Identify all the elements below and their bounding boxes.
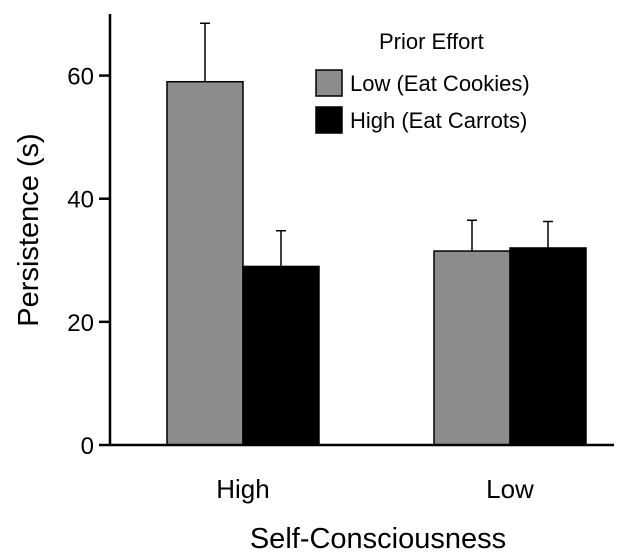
legend-label: High (Eat Carrots) [350, 108, 527, 133]
y-tick-label: 40 [67, 187, 94, 214]
legend-swatch [315, 69, 343, 97]
x-category-label: High [216, 474, 269, 504]
bar [166, 80, 244, 446]
x-category-label: Low [486, 474, 534, 504]
y-tick-label: 60 [67, 64, 94, 91]
x-category-labels: High Low [216, 474, 534, 504]
chart-marks [166, 22, 587, 446]
bar [509, 247, 587, 446]
legend-label: Low (Eat Cookies) [350, 71, 530, 96]
legend: Prior Effort Low (Eat Cookies) High (Eat … [315, 29, 530, 134]
chart-axes [108, 14, 614, 447]
bar [242, 265, 320, 446]
x-axis-title: Self-Consciousness [250, 523, 506, 555]
y-ticks: 0 20 40 60 [67, 64, 110, 460]
y-tick-label: 0 [81, 433, 94, 460]
legend-swatch [315, 106, 343, 134]
legend-title: Prior Effort [379, 29, 484, 54]
y-tick-label: 20 [67, 310, 94, 337]
bar [433, 250, 511, 446]
y-axis-title: Persistence (s) [13, 133, 45, 326]
